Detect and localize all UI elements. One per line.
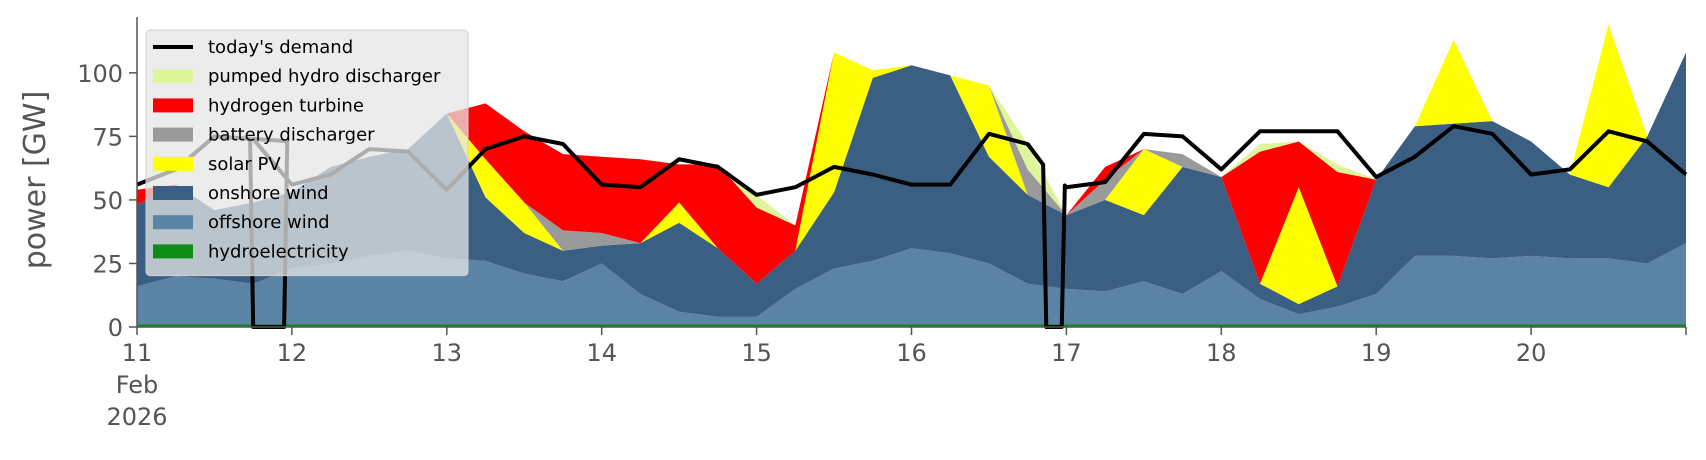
legend-label: pumped hydro discharger bbox=[208, 66, 441, 87]
area-offshore-wind bbox=[137, 243, 1686, 325]
legend: today's demand pumped hydro discharger hyd… bbox=[145, 29, 469, 277]
x-tick-label: 15 bbox=[741, 339, 772, 367]
legend-swatch bbox=[153, 127, 193, 142]
x-tick-year-label: 2026 bbox=[106, 403, 167, 431]
x-tick-label: 12 bbox=[277, 339, 308, 367]
axes: 0 25 50 75 100 11 Feb 2026 12 13 14 15 16 17 18 19 20 bbox=[77, 17, 1687, 431]
x-tick-label: 14 bbox=[586, 339, 617, 367]
x-tick-label: 18 bbox=[1206, 339, 1237, 367]
x-tick-label: 11 bbox=[122, 339, 153, 367]
legend-swatch bbox=[153, 69, 193, 84]
legend-label: hydroelectricity bbox=[208, 241, 349, 262]
x-tick-label: 13 bbox=[432, 339, 463, 367]
area-solar-pv bbox=[137, 24, 1686, 305]
legend-label: hydrogen turbine bbox=[208, 95, 364, 116]
y-tick-label: 50 bbox=[92, 187, 123, 215]
y-axis-label: power [GW] bbox=[18, 91, 53, 270]
x-tick-label: 17 bbox=[1051, 339, 1082, 367]
legend-swatch bbox=[153, 244, 193, 259]
y-tick-label: 25 bbox=[92, 250, 123, 278]
x-tick-label: 20 bbox=[1516, 339, 1547, 367]
legend-swatch bbox=[153, 156, 193, 171]
legend-swatch bbox=[153, 215, 193, 230]
legend-box bbox=[145, 29, 469, 277]
y-tick-label: 75 bbox=[92, 123, 123, 151]
x-tick-month-label: Feb bbox=[116, 371, 159, 399]
legend-label: onshore wind bbox=[208, 183, 329, 204]
y-tick-label: 100 bbox=[77, 60, 123, 88]
x-tick-label: 16 bbox=[896, 339, 927, 367]
legend-swatch bbox=[153, 98, 193, 113]
legend-label: battery discharger bbox=[208, 125, 375, 146]
legend-label: offshore wind bbox=[208, 212, 330, 233]
y-tick-label: 0 bbox=[108, 314, 123, 342]
legend-swatch bbox=[153, 186, 193, 200]
legend-label: solar PV bbox=[208, 154, 281, 175]
legend-label: today's demand bbox=[208, 37, 353, 58]
x-tick-label: 19 bbox=[1361, 339, 1392, 367]
